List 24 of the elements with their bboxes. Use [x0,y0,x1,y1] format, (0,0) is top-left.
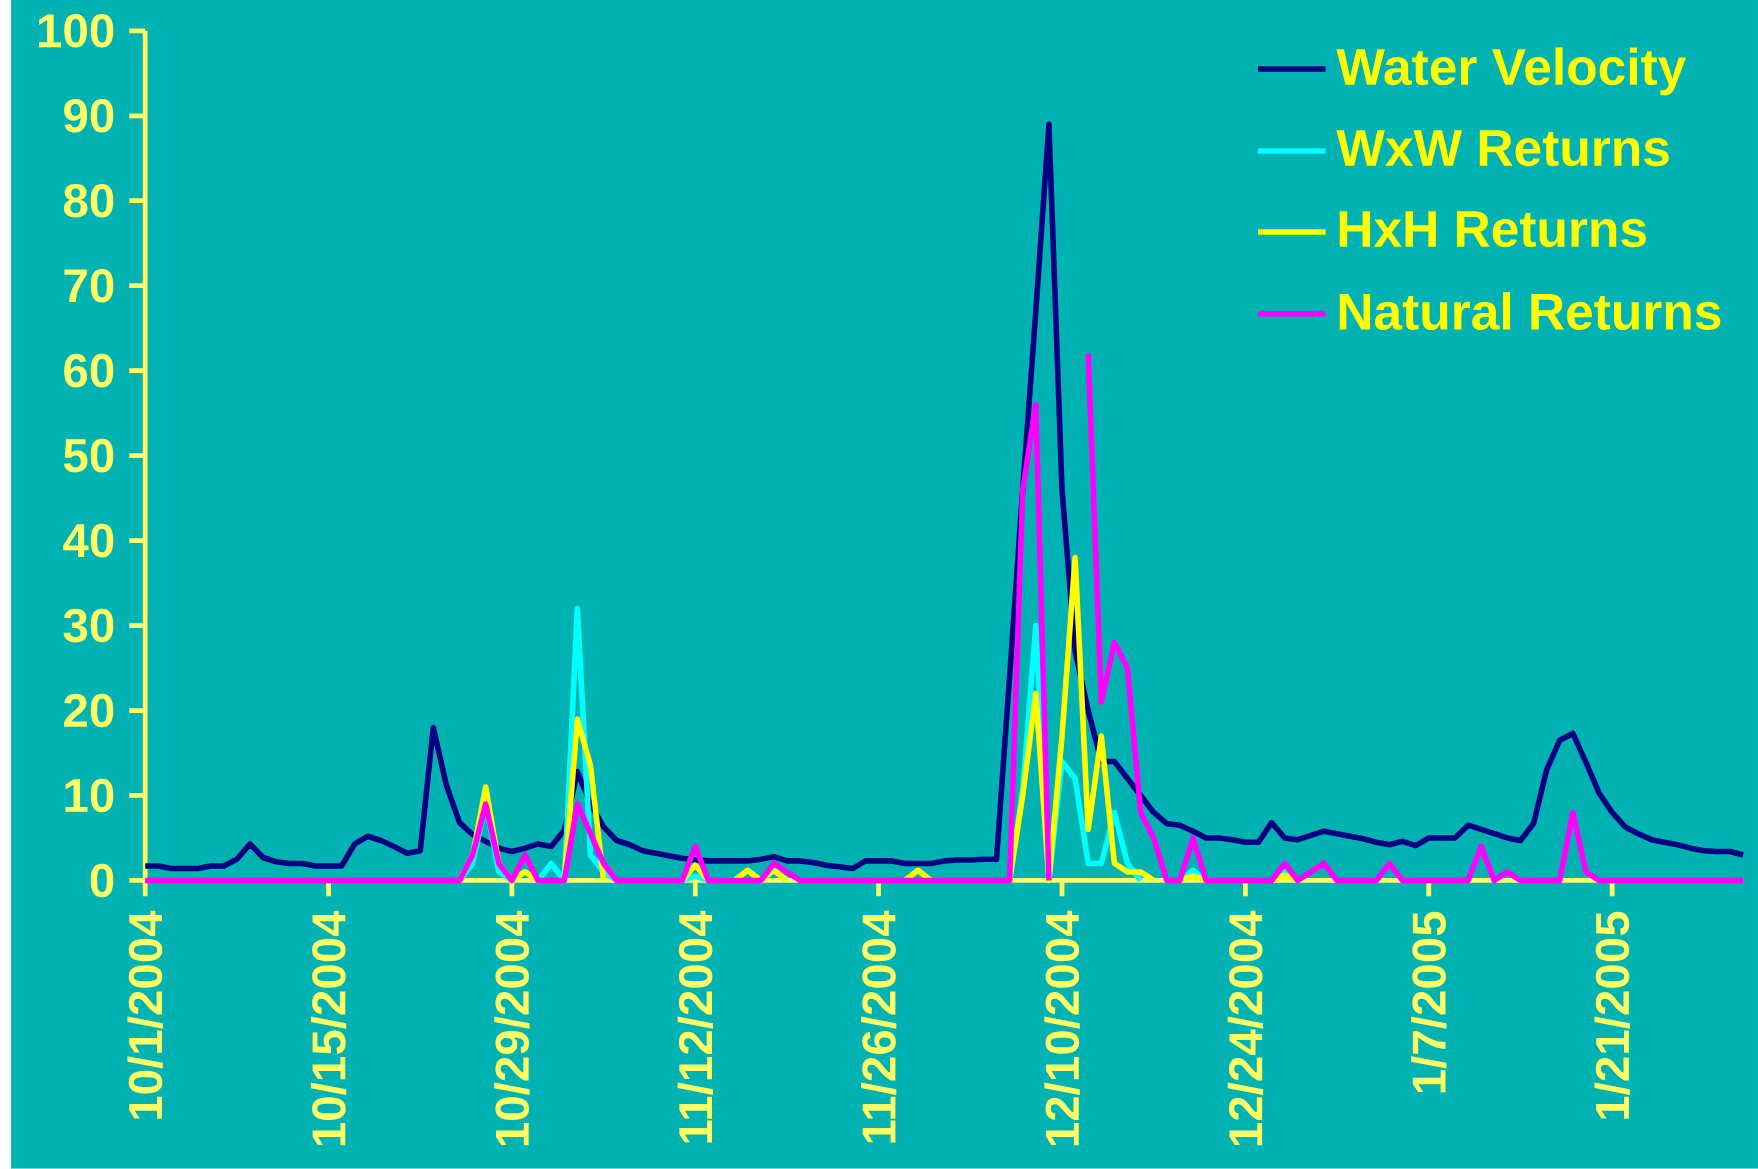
x-tick-label: 11/26/2004 [860,910,897,1143]
x-tick-label: 10/29/2004 [494,910,530,1146]
x-tick-label: 10/15/2004 [310,910,347,1146]
y-tick-label: 60 [64,354,114,388]
y-tick-label: 10 [65,778,114,813]
y-tick-label: 40 [63,523,114,558]
x-tick-label: 1/21/2005 [1594,911,1630,1119]
legend-label: HxH Returns [1339,211,1646,248]
y-tick-label: 20 [64,693,114,728]
x-tick-label: 1/7/2005 [1411,911,1447,1093]
x-tick-label: 12/24/2004 [1227,910,1264,1146]
y-tick-label: 70 [64,269,114,303]
y-tick-label: 0 [90,863,114,898]
y-tick-label: 80 [63,184,114,218]
legend-label: WxW Returns [1336,130,1669,167]
y-tick-label: 90 [64,99,114,133]
x-tick-label: 11/12/2004 [677,910,713,1143]
x-tick-label: 10/1/2004 [127,910,163,1119]
legend-label: Natural Returns [1339,292,1721,331]
y-tick-label: 50 [63,439,114,473]
x-tick-label: 12/10/2004 [1044,910,1080,1146]
legend-label: Water Velocity [1336,47,1687,96]
y-tick-label: 30 [63,608,114,643]
y-tick-label: 100 [38,14,114,48]
